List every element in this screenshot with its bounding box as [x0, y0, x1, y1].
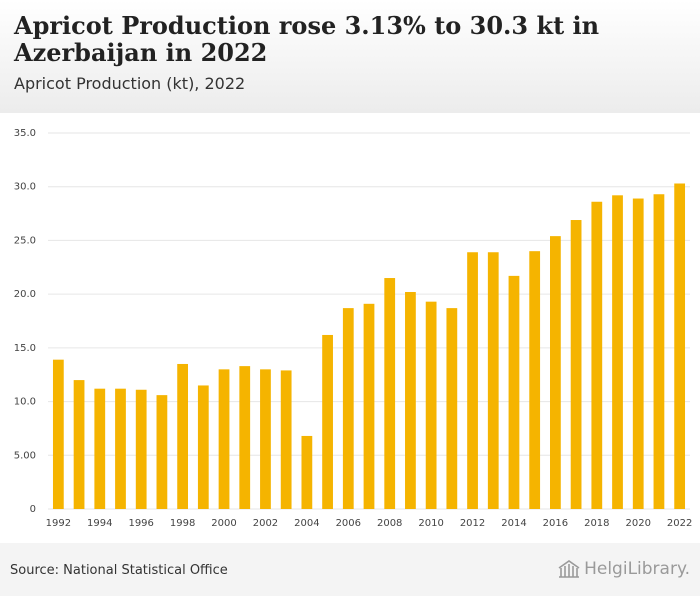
- bar-2018[interactable]: [591, 201, 603, 510]
- helgilibrary-logo[interactable]: HelgiLibrary.: [558, 559, 690, 579]
- bar-2016[interactable]: [550, 236, 561, 509]
- bar-1993[interactable]: [73, 380, 85, 509]
- bar-2022[interactable]: [674, 183, 686, 509]
- bars: [52, 183, 686, 510]
- bar-2013[interactable]: [487, 252, 499, 509]
- x-tick-label: 2022: [667, 518, 692, 529]
- x-tick-label: 2002: [253, 518, 278, 529]
- header: Apricot Production rose 3.13% to 30.3 kt…: [0, 0, 700, 113]
- bar-2020[interactable]: [632, 198, 644, 509]
- y-tick-label: 5.00: [14, 450, 36, 461]
- bar-2000[interactable]: [218, 369, 230, 509]
- x-tick-label: 1996: [128, 518, 153, 529]
- bar-2003[interactable]: [280, 370, 292, 509]
- x-tick-label: 2012: [460, 518, 485, 529]
- x-axis-ticks: 1992 1994 1996 1998 2000 2002 2004 2006 2008 2010…: [46, 518, 693, 529]
- bar-1994[interactable]: [94, 388, 106, 509]
- x-tick-label: 2020: [625, 518, 650, 529]
- y-tick-label: 25.0: [14, 235, 36, 246]
- bar-2017[interactable]: [570, 220, 582, 509]
- logo-text: HelgiLibrary.: [584, 559, 690, 579]
- bar-2009[interactable]: [405, 291, 416, 509]
- bar-2007[interactable]: [363, 303, 375, 509]
- x-tick-label: 1994: [87, 518, 112, 529]
- bar-2004[interactable]: [301, 435, 313, 509]
- chart-area: 0 5.00 10.0 15.0 20.0 25.0 30.0 35.0 1992 1994 19…: [0, 113, 700, 543]
- y-axis-ticks: 0 5.00 10.0 15.0 20.0 25.0 30.0 35.0: [14, 128, 36, 515]
- x-tick-label: 2016: [543, 518, 568, 529]
- bar-1999[interactable]: [197, 385, 209, 509]
- x-tick-label: 1998: [170, 518, 195, 529]
- x-tick-label: 1992: [46, 518, 71, 529]
- source-note: Source: National Statistical Office: [10, 563, 228, 578]
- bar-2008[interactable]: [384, 278, 396, 509]
- bar-2006[interactable]: [342, 308, 354, 509]
- bar-2001[interactable]: [239, 366, 251, 509]
- y-tick-label: 10.0: [14, 397, 36, 408]
- x-tick-label: 2006: [336, 518, 361, 529]
- y-tick-label: 15.0: [14, 343, 36, 354]
- bar-2005[interactable]: [322, 334, 333, 509]
- y-tick-label: 20.0: [14, 289, 36, 300]
- bar-2014[interactable]: [508, 275, 520, 509]
- bar-1997[interactable]: [156, 395, 168, 509]
- x-tick-label: 2008: [377, 518, 402, 529]
- bar-1996[interactable]: [135, 389, 147, 509]
- x-tick-label: 2000: [211, 518, 236, 529]
- bar-1995[interactable]: [115, 388, 126, 509]
- y-tick-label: 35.0: [14, 128, 36, 139]
- bar-1992[interactable]: [52, 359, 64, 509]
- bar-2012[interactable]: [467, 252, 478, 509]
- bar-2011[interactable]: [446, 308, 458, 509]
- bar-1998[interactable]: [177, 363, 188, 509]
- bar-2010[interactable]: [425, 301, 437, 509]
- footer: Source: National Statistical Office Helg…: [0, 543, 700, 596]
- x-tick-label: 2018: [584, 518, 609, 529]
- chart-subtitle: Apricot Production (kt), 2022: [14, 74, 246, 93]
- y-tick-label: 0: [30, 504, 36, 515]
- x-tick-label: 2004: [294, 518, 319, 529]
- x-tick-label: 2014: [501, 518, 526, 529]
- library-building-icon: [558, 560, 580, 578]
- x-tick-label: 2010: [418, 518, 443, 529]
- y-tick-label: 30.0: [14, 182, 36, 193]
- bar-2021[interactable]: [653, 194, 665, 509]
- bar-2019[interactable]: [612, 195, 623, 509]
- bar-2002[interactable]: [260, 369, 271, 509]
- page-title: Apricot Production rose 3.13% to 30.3 kt…: [14, 11, 600, 67]
- bar-2015[interactable]: [529, 251, 541, 509]
